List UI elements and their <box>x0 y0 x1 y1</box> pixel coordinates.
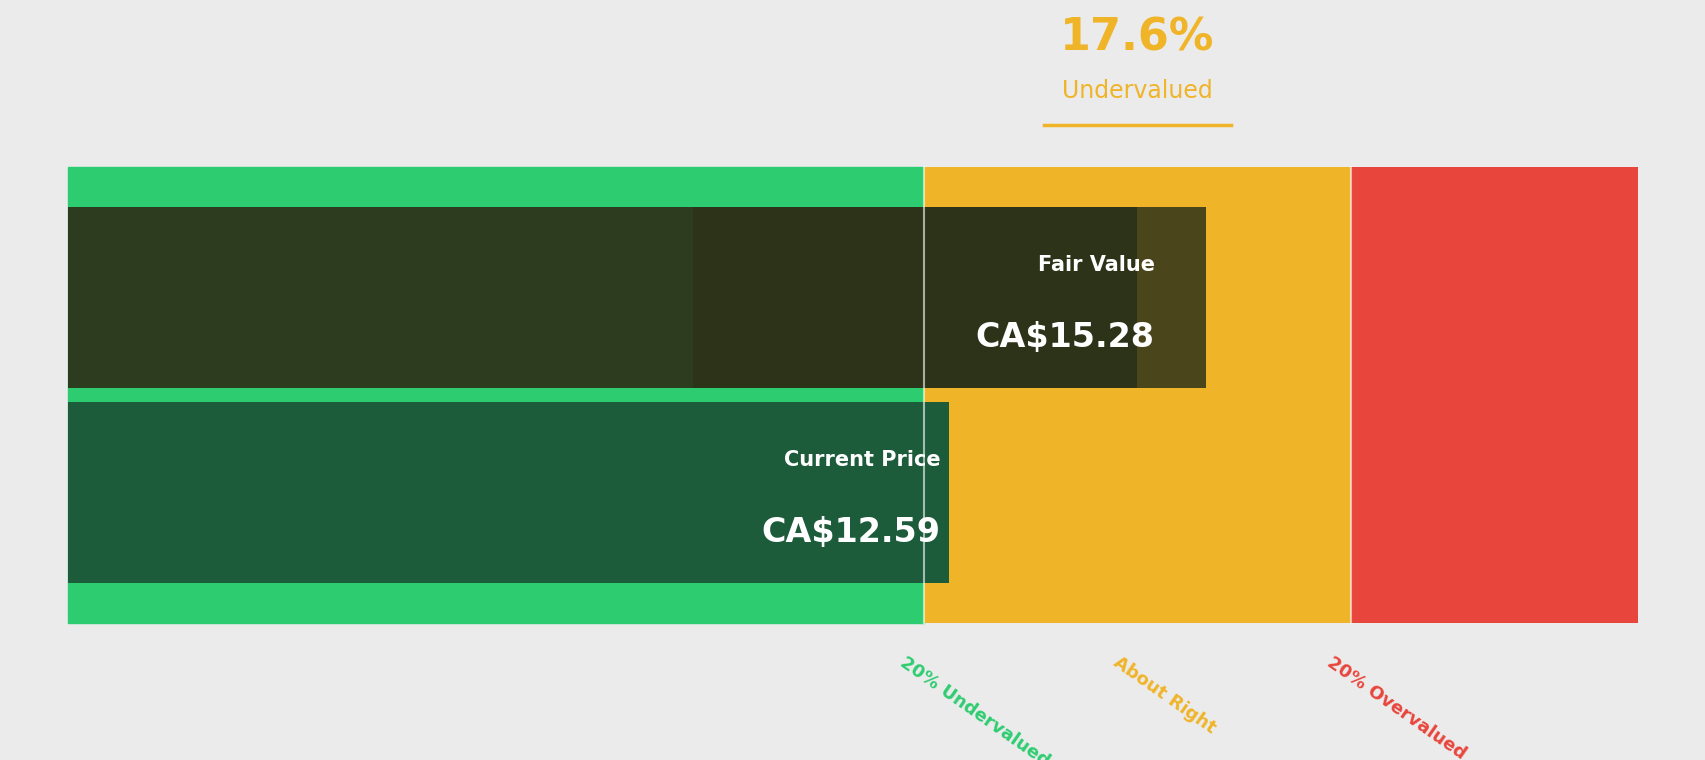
Text: CA$15.28: CA$15.28 <box>975 321 1154 354</box>
Text: Fair Value: Fair Value <box>1037 255 1154 275</box>
Bar <box>68 598 922 623</box>
FancyBboxPatch shape <box>1350 167 1637 623</box>
Text: Current Price: Current Price <box>784 450 939 470</box>
Bar <box>68 167 922 192</box>
FancyBboxPatch shape <box>68 167 922 623</box>
Text: 20% Undervalued: 20% Undervalued <box>895 654 1052 760</box>
Bar <box>68 207 1137 388</box>
FancyBboxPatch shape <box>922 167 1350 623</box>
Text: 20% Overvalued: 20% Overvalued <box>1323 654 1468 760</box>
Text: Undervalued: Undervalued <box>1062 79 1212 103</box>
Bar <box>68 167 922 623</box>
Text: CA$12.59: CA$12.59 <box>760 516 939 549</box>
Bar <box>692 207 1205 388</box>
Bar <box>68 402 948 583</box>
Text: 17.6%: 17.6% <box>1059 17 1214 59</box>
Text: About Right: About Right <box>1110 654 1219 737</box>
